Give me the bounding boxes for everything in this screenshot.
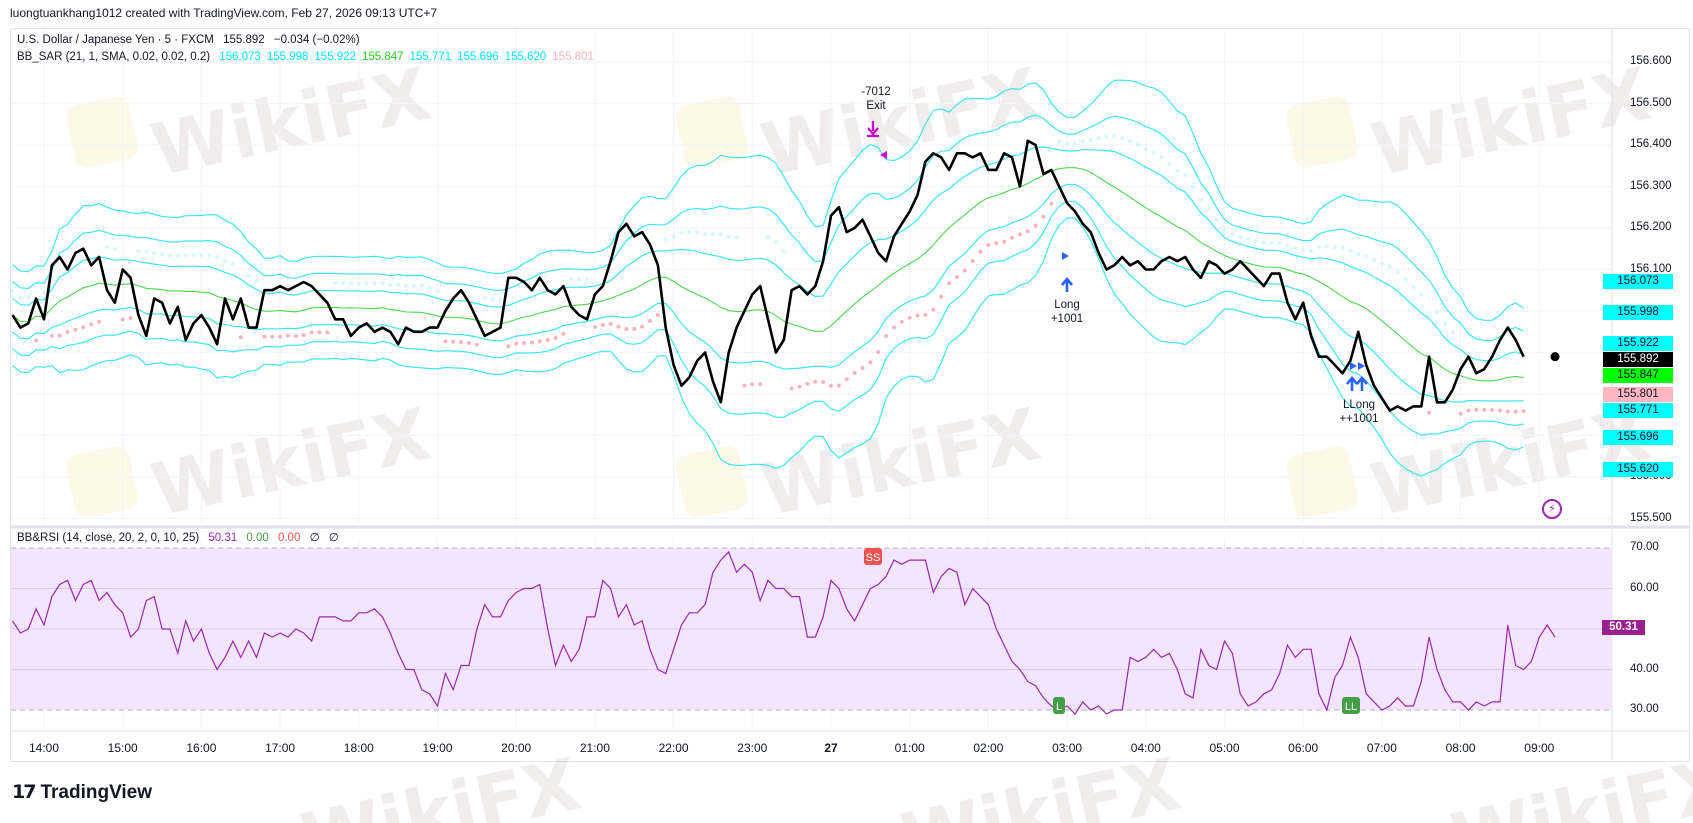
- long-annotation-2: LLong ++1001: [1339, 398, 1378, 426]
- time-tick: 18:00: [343, 741, 374, 755]
- rsi-current-label: 50.31: [1602, 619, 1645, 635]
- time-tick: 22:00: [658, 741, 689, 755]
- rsi-tick: 60.00: [1630, 581, 1659, 594]
- last-price: 155.892: [223, 34, 265, 46]
- price-tick: 156.300: [1630, 179, 1672, 192]
- bbsar-value: 155.696: [457, 51, 499, 63]
- chart-credit: luongtuankhang1012 created with TradingV…: [10, 6, 438, 20]
- bbsar-value: 155.801: [552, 51, 594, 63]
- time-tick: 04:00: [1130, 741, 1161, 755]
- bbsar-legend[interactable]: BB_SAR (21, 1, SMA, 0.02, 0.02, 0.2) 156…: [17, 51, 606, 63]
- time-tick: 16:00: [186, 741, 217, 755]
- time-tick: 06:00: [1288, 741, 1319, 755]
- price-tick: 156.100: [1630, 262, 1672, 275]
- time-tick: 20:00: [501, 741, 532, 755]
- symbol-title: U.S. Dollar / Japanese Yen · 5 · FXCM: [17, 34, 214, 46]
- long-amount: +1001: [1050, 313, 1084, 325]
- bbsar-value: 156.073: [219, 51, 261, 63]
- price-label: 155.620: [1603, 461, 1673, 477]
- price-label: 155.998: [1603, 304, 1673, 320]
- rsi-tick: 40.00: [1630, 662, 1659, 675]
- time-tick: 14:00: [28, 741, 60, 755]
- time-tick: 05:00: [1209, 741, 1240, 755]
- rsi-value-3: 0.00: [277, 532, 301, 544]
- bbsar-value: 155.922: [314, 51, 356, 63]
- svg-text:L: L: [1056, 701, 1062, 713]
- brand-name: TradingView: [40, 781, 153, 803]
- price-tick: 156.200: [1630, 221, 1672, 233]
- bbsar-value: 155.620: [504, 51, 547, 63]
- symbol-legend[interactable]: U.S. Dollar / Japanese Yen · 5 · FXCM 15…: [17, 34, 366, 46]
- price-label: 155.922: [1603, 336, 1673, 352]
- svg-text:LL: LL: [1345, 701, 1357, 713]
- time-tick: 07:00: [1366, 741, 1397, 755]
- rsi-value-2: 0.00: [246, 532, 269, 544]
- rsi-value-4: ∅: [309, 532, 320, 544]
- ss-marker: [864, 548, 882, 565]
- lightning-icon[interactable]: ⚡: [1542, 499, 1562, 519]
- ll-marker: [1342, 697, 1360, 714]
- long-label: LLong: [1343, 399, 1375, 411]
- price-label: 155.771: [1603, 402, 1673, 418]
- price-label: 156.073: [1603, 273, 1673, 289]
- time-tick: 23:00: [737, 741, 768, 755]
- price-label: 155.801: [1603, 386, 1673, 402]
- tradingview-mark-icon: 𝟭𝟳: [12, 782, 36, 803]
- rsi-legend[interactable]: BB&RSI (14, close, 20, 2, 0, 10, 25) 50.…: [17, 530, 345, 544]
- exit-amount: -7012: [861, 86, 891, 98]
- price-label: 155.847: [1603, 368, 1673, 384]
- tradingview-logo: 𝟭𝟳 TradingView: [12, 781, 152, 804]
- time-tick: 27: [824, 741, 838, 755]
- bbsar-value: 155.771: [409, 51, 452, 63]
- time-tick: 19:00: [422, 741, 453, 755]
- price-tick: 156.500: [1630, 96, 1672, 109]
- exit-annotation: -7012 Exit: [861, 85, 890, 113]
- price-change: −0.034 (−0.02%): [273, 34, 360, 46]
- l-marker: [1053, 697, 1065, 714]
- time-tick: 08:00: [1445, 741, 1476, 755]
- svg-text:SS: SS: [866, 552, 881, 564]
- long-amount: ++1001: [1339, 413, 1379, 425]
- time-tick: 21:00: [579, 741, 610, 755]
- price-label: 155.696: [1603, 430, 1673, 446]
- time-tick: 09:00: [1524, 741, 1555, 755]
- time-tick: 15:00: [107, 741, 138, 755]
- time-tick: 01:00: [894, 741, 925, 755]
- bbsar-value: 155.847: [361, 51, 404, 63]
- bbsar-values: 156.073 155.998 155.922 155.847 155.771 155.6…: [219, 51, 600, 63]
- rsi-tick: 70.00: [1630, 541, 1659, 553]
- bbsar-name: BB_SAR (21, 1, SMA, 0.02, 0.02, 0.2): [17, 51, 211, 63]
- time-tick: 03:00: [1052, 741, 1083, 755]
- long-label: Long: [1054, 299, 1080, 311]
- time-tick: 02:00: [973, 741, 1004, 755]
- price-tick: 155.500: [1630, 511, 1672, 524]
- price-tick: 156.400: [1630, 138, 1672, 150]
- price-tick: 156.600: [1630, 55, 1672, 67]
- exit-label: Exit: [866, 100, 886, 112]
- time-tick: 17:00: [265, 741, 296, 755]
- rsi-value: 50.31: [208, 532, 238, 544]
- bbsar-value: 155.998: [266, 51, 309, 63]
- price-label: 155.892: [1603, 352, 1673, 368]
- rsi-tick: 30.00: [1630, 703, 1659, 715]
- long-annotation-1: Long +1001: [1051, 298, 1083, 326]
- rsi-name: BB&RSI (14, close, 20, 2, 0, 10, 25): [17, 532, 200, 544]
- rsi-value-5: ∅: [328, 532, 339, 544]
